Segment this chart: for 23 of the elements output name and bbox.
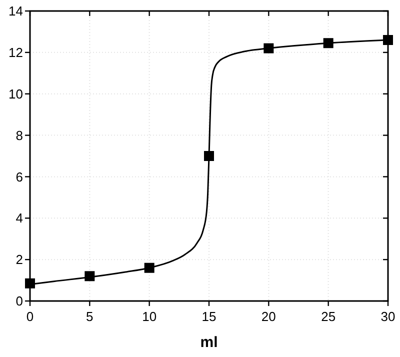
- point: [323, 38, 334, 48]
- y-tick-label: 12: [8, 44, 23, 60]
- point: [25, 278, 35, 288]
- y-tick-label: 8: [16, 128, 23, 143]
- y-tick-label: 14: [8, 4, 23, 19]
- x-tick-label: 15: [202, 309, 216, 324]
- y-tick-label: 6: [16, 169, 23, 184]
- point: [144, 262, 154, 273]
- x-tick-label: 20: [261, 309, 276, 324]
- y-tick-label: 0: [16, 294, 23, 309]
- y-tick-label: 10: [8, 86, 23, 102]
- point: [84, 271, 95, 282]
- point: [264, 43, 274, 54]
- x-tick-label: 10: [142, 309, 157, 324]
- y-tick-label: 4: [16, 210, 23, 226]
- x-axis-title: ml: [200, 334, 218, 351]
- point: [204, 151, 214, 161]
- x-tick-label: 25: [321, 309, 336, 324]
- y-tick-label: 2: [16, 252, 23, 268]
- x-tick-label: 5: [86, 309, 94, 324]
- x-tick-label: 30: [380, 309, 396, 324]
- point: [383, 35, 393, 45]
- x-tick-label: 0: [26, 309, 34, 324]
